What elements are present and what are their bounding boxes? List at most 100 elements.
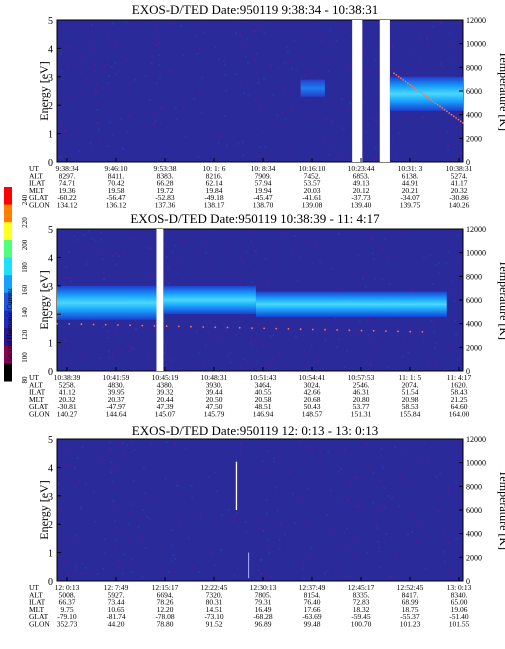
temperature-axis-label: Temperature [K]: [497, 260, 505, 340]
noise-speck: [166, 230, 169, 233]
noise-speck: [60, 70, 63, 73]
noise-speck: [378, 479, 381, 482]
noise-speck: [125, 21, 128, 24]
noise-speck: [214, 471, 217, 474]
noise-speck: [107, 74, 110, 77]
noise-speck: [309, 555, 311, 558]
noise-speck: [262, 460, 265, 463]
table-cell: 10:23:44: [348, 164, 375, 173]
noise-speck: [427, 34, 430, 37]
noise-speck: [269, 576, 272, 578]
table-cell: 2074.: [402, 380, 419, 389]
noise-speck: [127, 522, 130, 525]
noise-speck: [113, 500, 115, 503]
noise-speck: [343, 532, 346, 534]
noise-speck: [330, 44, 333, 47]
noise-speck: [133, 348, 135, 351]
table-cell: 96.89: [255, 620, 272, 629]
energy-tick-label: 5: [48, 16, 53, 27]
row-label: GLON: [29, 410, 50, 419]
noise-speck: [192, 565, 195, 568]
noise-speck: [300, 76, 303, 79]
noise-speck: [249, 121, 252, 124]
energy-tick-label: 1: [48, 339, 53, 350]
noise-speck: [401, 355, 404, 358]
noise-speck: [446, 131, 449, 134]
noise-speck: [364, 285, 367, 288]
table-cell: 12:37:49: [299, 583, 326, 592]
noise-speck: [447, 148, 450, 151]
noise-speck: [90, 148, 92, 151]
row-label: ALT: [29, 171, 43, 180]
noise-speck: [263, 473, 266, 476]
noise-speck: [409, 50, 412, 53]
table-cell: 2546.: [353, 380, 370, 389]
noise-speck: [259, 108, 262, 111]
noise-speck: [100, 238, 103, 241]
noise-speck: [205, 344, 208, 347]
noise-speck: [345, 527, 348, 530]
table-cell: 39.32: [157, 388, 174, 397]
noise-speck: [420, 460, 423, 463]
noise-speck: [94, 240, 97, 243]
table-cell: 12: 0:13: [55, 583, 80, 592]
noise-speck: [171, 250, 174, 253]
colorbar-swatch: [4, 275, 12, 294]
table-cell: -73.10: [204, 612, 224, 621]
noise-speck: [97, 128, 100, 131]
table-cell: 19.58: [108, 186, 125, 195]
noise-speck: [271, 359, 274, 362]
panel-3: EXOS-D/TED Date:950119 12: 0:13 - 13: 0:…: [29, 423, 505, 629]
noise-speck: [235, 513, 238, 515]
colorbar-tick-label: 140: [21, 307, 29, 318]
table-cell: 137.36: [155, 201, 176, 210]
noise-speck: [316, 244, 318, 247]
temperature-point: [432, 100, 434, 103]
noise-speck: [272, 249, 275, 252]
table-cell: 48.51: [255, 402, 272, 411]
noise-speck: [328, 59, 331, 62]
noise-speck: [407, 533, 409, 535]
row-label: ILAT: [29, 598, 46, 607]
noise-speck: [152, 55, 155, 57]
table-cell: 10:54:41: [299, 373, 326, 382]
noise-speck: [310, 447, 313, 449]
data-gap: [379, 20, 390, 162]
noise-speck: [62, 548, 65, 551]
noise-speck: [158, 76, 161, 79]
noise-speck: [118, 444, 121, 447]
noise-speck: [171, 560, 174, 563]
noise-speck: [71, 516, 74, 519]
noise-speck: [168, 282, 171, 285]
panel-1: EXOS-D/TED Date:950119 9:38:34 - 10:38:3…: [29, 2, 505, 210]
table-cell: 20.21: [402, 186, 419, 195]
temperature-tick-label: 12000: [466, 435, 486, 444]
noise-speck: [180, 25, 183, 28]
table-cell: 76.40: [304, 598, 321, 607]
noise-speck: [119, 322, 122, 325]
noise-speck: [167, 571, 170, 574]
noise-speck: [131, 557, 134, 560]
noise-speck: [266, 450, 269, 453]
noise-speck: [114, 333, 117, 336]
temperature-point: [409, 83, 411, 86]
noise-speck: [346, 499, 349, 502]
temperature-point: [177, 325, 180, 328]
noise-speck: [247, 61, 249, 64]
noise-speck: [389, 575, 392, 578]
colorbar-swatch: [4, 292, 12, 311]
noise-speck: [158, 64, 161, 66]
table-cell: 16.49: [255, 605, 272, 614]
noise-speck: [121, 442, 124, 445]
noise-speck: [306, 446, 309, 449]
table-cell: 8297.: [59, 171, 76, 180]
noise-speck: [217, 137, 220, 140]
noise-speck: [119, 349, 122, 352]
noise-speck: [127, 512, 130, 515]
temperature-tick-label: 10000: [466, 249, 486, 258]
table-cell: 6853.: [353, 171, 370, 180]
colorbar-tick-label: 120: [21, 329, 29, 340]
noise-speck: [68, 50, 71, 53]
noise-speck: [190, 24, 193, 27]
noise-speck: [447, 347, 450, 350]
